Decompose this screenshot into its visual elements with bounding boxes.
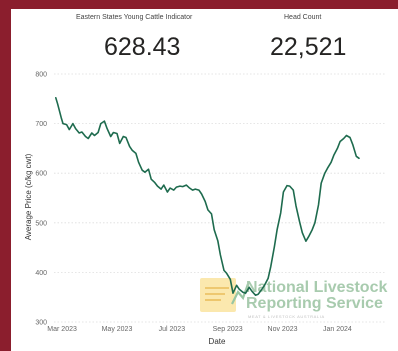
report-chart-icon: [200, 278, 250, 312]
indicator-kpi-label: Eastern States Young Cattle Indicator: [76, 14, 193, 21]
series-line-0: [54, 97, 360, 297]
watermark-line-2: Reporting Service: [246, 295, 383, 312]
head-count-kpi-label: Head Count: [284, 14, 322, 21]
grid-lines: [54, 73, 386, 323]
frame-top-bar: [0, 0, 398, 9]
y-tick-label: 400: [35, 270, 47, 277]
trend-arrow-shape: [231, 283, 250, 305]
y-tick-label: 700: [35, 121, 47, 128]
x-tick-label: Sep 2023: [213, 326, 243, 333]
x-tick-label: May 2023: [102, 326, 133, 333]
frame-left-bar: [0, 0, 11, 351]
indicator-kpi-value: 628.43: [104, 33, 181, 61]
y-tick-label: 300: [35, 320, 47, 327]
series-layer: [54, 97, 360, 297]
report-card-shape: [200, 278, 236, 312]
watermark-line-3: MEAT & LIVESTOCK AUSTRALIA: [248, 314, 325, 319]
y-tick-labels: 300 400 500 600 700 800: [35, 72, 47, 327]
watermark-line-1: National Livestock: [246, 279, 387, 296]
y-axis-title: Average Price (c/kg cwt): [24, 153, 33, 240]
nlrs-watermark: National Livestock Reporting Service MEA…: [200, 278, 387, 319]
y-tick-label: 500: [35, 220, 47, 227]
y-tick-label: 800: [35, 72, 47, 79]
x-axis-title: Date: [209, 337, 226, 346]
y-tick-label: 600: [35, 171, 47, 178]
x-tick-labels: Mar 2023 May 2023 Jul 2023 Sep 2023 Nov 2023…: [47, 326, 352, 333]
x-tick-label: Jul 2023: [159, 326, 186, 333]
x-tick-label: Jan 2024: [323, 326, 352, 333]
x-tick-label: Nov 2023: [268, 326, 298, 333]
x-tick-label: Mar 2023: [47, 326, 77, 333]
head-count-kpi-value: 22,521: [270, 33, 347, 61]
